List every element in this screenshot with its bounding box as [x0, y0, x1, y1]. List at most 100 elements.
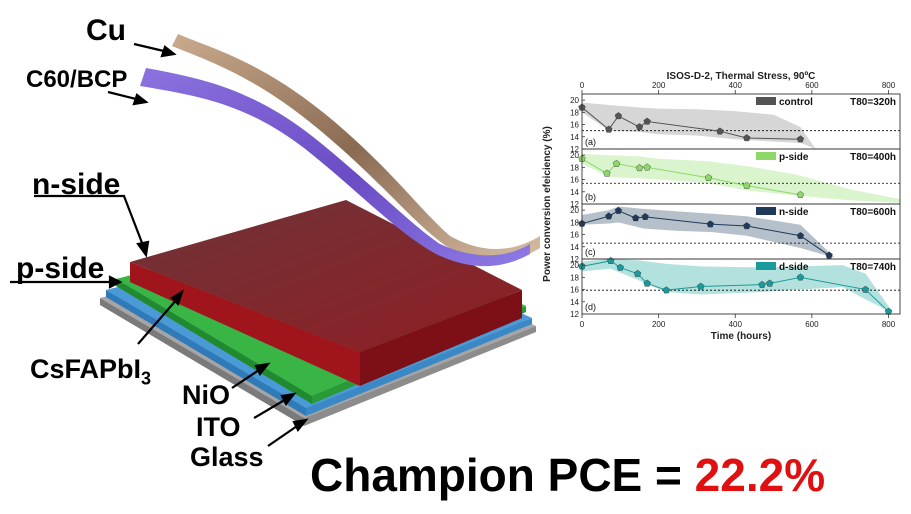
y-tick-label: 14	[570, 298, 579, 307]
data-point-n-side	[641, 212, 649, 220]
y-tick-label: 20	[570, 151, 579, 160]
data-point-d-side	[662, 286, 670, 294]
ito-arrowhead	[280, 392, 297, 407]
ito-arrow-line	[253, 397, 289, 419]
cu-label: Cu	[86, 14, 126, 47]
y-tick-label: 18	[570, 273, 579, 282]
x-axis-label: Time (hours)	[711, 331, 771, 342]
data-point-control	[643, 117, 651, 125]
uncertainty-band-control	[582, 102, 816, 149]
perovskite-arrow-line	[137, 297, 179, 345]
data-point-d-side	[796, 273, 805, 281]
data-point-control	[743, 134, 751, 142]
y-tick-label: 12	[570, 310, 579, 319]
perovskite-subscript: 3	[141, 368, 152, 389]
y-tick-label: 14	[570, 188, 579, 197]
data-point-p-side	[612, 159, 621, 167]
y-tick-label: 18	[570, 163, 579, 172]
data-point-d-side	[758, 280, 766, 288]
n-side-label: n-side	[32, 168, 121, 201]
data-point-n-side	[743, 222, 751, 230]
legend-name-n-side: n-side	[779, 207, 809, 218]
data-point-p-side	[603, 169, 611, 177]
perovskite-label: CsFAPbI3	[30, 354, 151, 389]
bottom-x-tick-label: 0	[580, 320, 585, 329]
legend-swatch-control	[756, 97, 776, 105]
t80-label-d-side: T80=740h	[850, 262, 896, 273]
y-tick-label: 12	[570, 145, 579, 154]
top-x-tick-label: 400	[729, 81, 743, 90]
t80-label-p-side: T80=400h	[850, 152, 896, 163]
top-x-tick-label: 0	[580, 81, 585, 90]
data-point-d-side	[607, 256, 615, 264]
data-point-n-side	[605, 212, 613, 220]
nio-label: NiO	[182, 380, 231, 410]
data-point-d-side	[766, 279, 774, 287]
top-x-tick-label: 200	[652, 81, 666, 90]
c60-bcp-label: C60/BCP	[26, 66, 128, 93]
y-axis-label: Power conversion efeiciency (%)	[542, 126, 553, 282]
legend-name-p-side: p-side	[779, 152, 809, 163]
data-point-control	[614, 112, 623, 120]
panel-label: (b)	[585, 192, 596, 202]
legend-name-control: control	[779, 97, 813, 108]
t80-label-control: T80=320h	[850, 97, 896, 108]
bottom-x-tick-label: 200	[652, 320, 666, 329]
top-x-tick-label: 800	[882, 81, 896, 90]
ito-layer-side	[106, 290, 306, 416]
cu-arrow-line	[133, 42, 169, 54]
data-point-d-side	[861, 285, 870, 293]
champion-pce-text: Champion PCE = 22.2%	[310, 448, 825, 502]
data-point-p-side	[704, 173, 713, 181]
glass-label: Glass	[190, 442, 264, 472]
data-point-control	[635, 123, 644, 131]
label-arrows	[10, 42, 309, 447]
uncertainty-band-p-side	[582, 153, 900, 203]
perovskite-layer-side	[130, 262, 360, 386]
y-tick-label: 16	[570, 121, 579, 130]
data-point-control	[716, 127, 724, 135]
data-point-d-side	[697, 282, 705, 290]
ito-label: ITO	[196, 412, 241, 442]
data-point-p-side	[796, 190, 805, 198]
data-point-p-side	[643, 163, 651, 171]
data-point-n-side	[614, 206, 623, 214]
p-side-arrowhead	[108, 275, 123, 289]
data-point-d-side	[643, 279, 651, 287]
nio-arrow-line	[231, 367, 263, 389]
panel-label: (d)	[585, 302, 596, 312]
panel-label: (c)	[585, 247, 596, 257]
data-point-n-side	[796, 231, 805, 239]
c60-arrowhead	[132, 93, 149, 106]
data-point-n-side	[631, 214, 640, 222]
legend-swatch-d-side	[756, 262, 776, 270]
data-point-n-side	[706, 220, 715, 228]
y-tick-label: 16	[570, 231, 579, 240]
perovskite-layer	[130, 200, 522, 352]
ito-layer-edge	[306, 318, 532, 416]
bottom-x-tick-label: 600	[805, 320, 819, 329]
data-point-d-side	[616, 263, 624, 271]
glass-arrowhead	[292, 418, 309, 433]
device-stack-illustration	[10, 34, 540, 447]
legend-swatch-p-side	[756, 152, 776, 160]
data-point-control	[605, 125, 613, 133]
glass-arrow-line	[267, 423, 301, 447]
bottom-x-tick-label: 800	[882, 320, 896, 329]
y-tick-label: 12	[570, 255, 579, 264]
champion-prefix: Champion PCE =	[310, 449, 695, 501]
y-tick-label: 16	[570, 176, 579, 185]
top-x-tick-label: 600	[805, 81, 819, 90]
data-point-n-side	[825, 251, 833, 259]
cu-electrode-sheet	[172, 34, 540, 261]
nio-layer-side	[116, 279, 312, 404]
cu-arrowhead	[160, 45, 177, 58]
n-side-pointer	[34, 194, 146, 249]
y-tick-label: 18	[570, 218, 579, 227]
legend-swatch-n-side	[756, 207, 776, 215]
data-point-d-side	[633, 269, 642, 277]
data-point-p-side	[743, 181, 751, 189]
legend-name-d-side: d-side	[779, 262, 809, 273]
